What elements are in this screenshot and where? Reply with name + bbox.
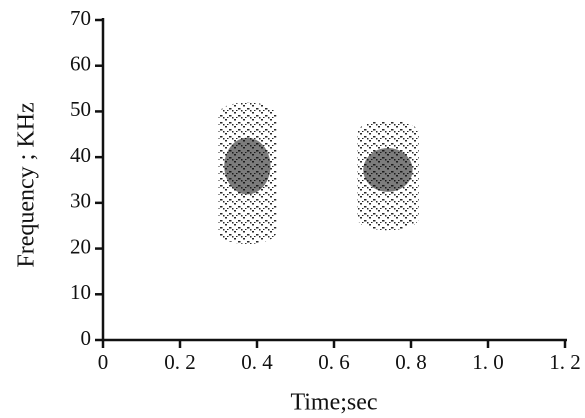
x-tick-label: 0. 6 bbox=[318, 350, 350, 374]
x-tick-label: 0. 4 bbox=[241, 350, 273, 374]
y-tick-label: 70 bbox=[70, 6, 91, 30]
x-tick-label: 1. 0 bbox=[472, 350, 504, 374]
y-tick-label: 60 bbox=[70, 52, 91, 76]
x-tick-label: 0. 2 bbox=[164, 350, 196, 374]
call-core bbox=[363, 148, 413, 192]
x-axis-label: Time;sec bbox=[290, 390, 377, 416]
x-tick-label: 0 bbox=[98, 350, 109, 374]
y-tick-label: 50 bbox=[70, 97, 91, 121]
y-tick-label: 40 bbox=[70, 143, 91, 167]
y-tick-label: 30 bbox=[70, 189, 91, 213]
y-axis-label: Frequency ; KHz bbox=[14, 102, 40, 267]
call-core bbox=[224, 137, 271, 195]
y-tick-label: 0 bbox=[81, 326, 92, 350]
y-tick-label: 10 bbox=[70, 280, 91, 304]
y-tick-label: 20 bbox=[70, 234, 91, 258]
x-tick-label: 1. 2 bbox=[549, 350, 581, 374]
x-tick-label: 0. 8 bbox=[395, 350, 427, 374]
